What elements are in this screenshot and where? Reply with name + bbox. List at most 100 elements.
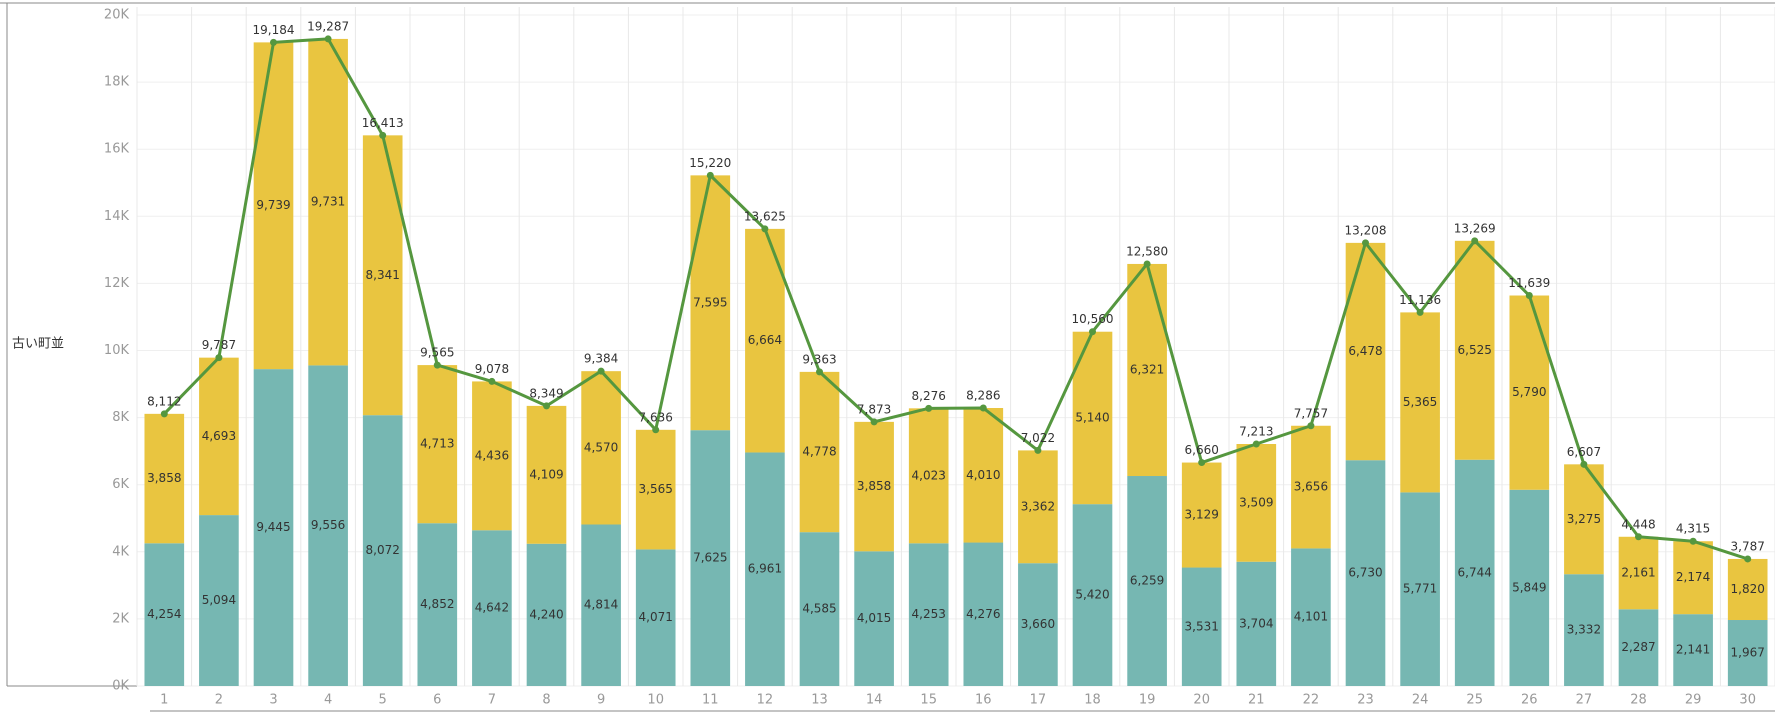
- bar-segment: [1072, 504, 1113, 686]
- value-label: 4,254: [147, 607, 181, 621]
- bar-segment: [1236, 444, 1277, 562]
- x-tick-label: 4: [324, 693, 332, 708]
- bar-segment: [745, 452, 785, 686]
- total-label: 9,078: [475, 362, 509, 376]
- line-point: [1635, 533, 1642, 541]
- total-label: 6,607: [1567, 445, 1601, 459]
- line-point: [488, 377, 496, 385]
- value-label: 5,849: [1512, 580, 1546, 594]
- x-tick-label: 20: [1193, 693, 1210, 708]
- x-tick-label: 15: [920, 693, 937, 708]
- value-label: 9,556: [311, 518, 345, 532]
- total-label: 15,220: [689, 156, 731, 170]
- x-tick-label: 18: [1084, 693, 1101, 708]
- bar-segment: [635, 549, 676, 686]
- y-tick-label: 4K: [112, 544, 129, 559]
- y-tick-label: 12K: [104, 276, 130, 291]
- total-label: 7,213: [1239, 425, 1273, 439]
- bar-segment: [1400, 312, 1440, 493]
- bar-segment: [1673, 541, 1713, 615]
- total-label: 9,363: [802, 352, 836, 366]
- bar-segment: [1454, 459, 1495, 686]
- value-label: 5,790: [1512, 385, 1546, 399]
- value-label: 4,276: [966, 607, 1000, 621]
- bar-segment: [362, 415, 403, 686]
- value-label: 1,967: [1731, 646, 1765, 660]
- line-point: [379, 131, 387, 139]
- line-point: [1525, 292, 1533, 300]
- bar-segment: [1454, 240, 1495, 460]
- bar-segment: [253, 369, 294, 686]
- value-label: 4,010: [966, 468, 1000, 482]
- line-point: [433, 361, 441, 369]
- x-tick-label: 9: [597, 693, 605, 708]
- line-point: [1198, 459, 1206, 467]
- line-point: [597, 367, 605, 375]
- x-tick-label: 25: [1466, 693, 1483, 708]
- line-point: [870, 418, 878, 426]
- y-axis-label: 古い町並: [12, 337, 64, 352]
- line-point: [1143, 260, 1151, 268]
- y-tick-label: 6K: [112, 477, 129, 492]
- total-label: 9,384: [584, 352, 618, 366]
- value-label: 4,101: [1294, 610, 1328, 624]
- line-point: [979, 404, 987, 412]
- x-tick-label: 5: [379, 693, 387, 708]
- bar-segment: [1400, 492, 1440, 686]
- total-label: 13,625: [744, 209, 786, 223]
- value-label: 4,814: [584, 598, 618, 612]
- bar-segment: [1127, 263, 1167, 477]
- value-label: 4,585: [802, 602, 836, 616]
- x-tick-label: 22: [1303, 693, 1320, 708]
- bar-segment: [908, 543, 949, 686]
- bar-segment: [417, 365, 458, 524]
- line-point: [1416, 308, 1424, 316]
- line-point: [160, 410, 168, 418]
- value-label: 8,072: [366, 543, 400, 557]
- x-tick-label: 11: [702, 693, 719, 708]
- x-tick-label: 8: [542, 693, 550, 708]
- value-label: 4,109: [529, 467, 563, 481]
- line-point: [1744, 555, 1752, 563]
- value-label: 4,015: [857, 611, 891, 625]
- value-label: 5,140: [1075, 410, 1109, 424]
- bar-segment: [1018, 563, 1058, 686]
- bar-segment: [472, 381, 512, 531]
- bar-segment: [144, 413, 185, 544]
- bar-segment: [1618, 609, 1659, 686]
- value-label: 4,436: [475, 448, 509, 462]
- total-label: 8,112: [147, 394, 181, 408]
- bar-segment: [581, 371, 621, 525]
- value-label: 5,094: [202, 593, 236, 607]
- bar-segment: [199, 515, 239, 686]
- bar-segment: [1618, 536, 1659, 610]
- bar-segment: [963, 408, 1004, 543]
- value-label: 6,525: [1458, 343, 1492, 357]
- total-label: 7,873: [857, 402, 891, 416]
- total-label: 4,315: [1676, 522, 1710, 536]
- bar-segment: [417, 523, 458, 686]
- bar-segment: [690, 175, 731, 431]
- bar-segment: [526, 405, 567, 544]
- bar-segment: [1181, 462, 1222, 568]
- total-label: 9,565: [420, 346, 454, 360]
- value-label: 3,531: [1185, 619, 1219, 633]
- total-label: 7,757: [1294, 406, 1328, 420]
- y-tick-label: 10K: [104, 343, 130, 358]
- y-tick-label: 14K: [104, 209, 130, 224]
- value-label: 3,660: [1021, 617, 1055, 631]
- value-label: 4,253: [912, 607, 946, 621]
- value-label: 9,731: [311, 195, 345, 209]
- line-point: [816, 368, 823, 376]
- line-point: [1089, 328, 1096, 336]
- value-label: 4,240: [529, 607, 563, 621]
- x-tick-label: 16: [975, 693, 992, 708]
- value-label: 7,595: [693, 295, 727, 309]
- bar-segment: [1509, 295, 1550, 490]
- value-label: 3,656: [1294, 480, 1328, 494]
- line-point: [761, 225, 769, 233]
- line-point: [1362, 239, 1369, 247]
- bar-segment: [581, 524, 621, 686]
- bar-segment: [144, 543, 185, 686]
- x-tick-label: 10: [647, 693, 664, 708]
